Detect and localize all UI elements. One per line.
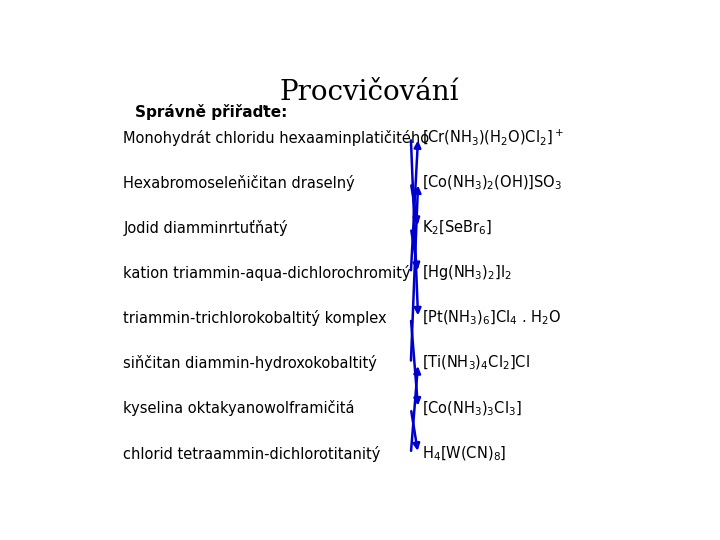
Text: [Pt(NH$_3$)$_6$]Cl$_4$ . H$_2$O: [Pt(NH$_3$)$_6$]Cl$_4$ . H$_2$O <box>422 309 562 327</box>
Text: H$_4$[W(CN)$_8$]: H$_4$[W(CN)$_8$] <box>422 444 506 463</box>
Text: [Co(NH$_3$)$_3$Cl$_3$]: [Co(NH$_3$)$_3$Cl$_3$] <box>422 399 522 417</box>
Text: triammin-trichlorokobaltitý komplex: triammin-trichlorokobaltitý komplex <box>124 310 387 326</box>
Text: [Co(NH$_3$)$_2$(OH)]SO$_3$: [Co(NH$_3$)$_2$(OH)]SO$_3$ <box>422 173 562 192</box>
Text: Správně přiřaďte:: Správně přiřaďte: <box>135 104 287 120</box>
Text: Jodid diamminrtuťňatý: Jodid diamminrtuťňatý <box>124 220 288 236</box>
Text: Procvičování: Procvičování <box>279 79 459 106</box>
Text: [Hg(NH$_3$)$_2$]I$_2$: [Hg(NH$_3$)$_2$]I$_2$ <box>422 264 512 282</box>
Text: K$_2$[SeBr$_6$]: K$_2$[SeBr$_6$] <box>422 219 492 237</box>
Text: Hexabromoseleňičitan draselný: Hexabromoseleňičitan draselný <box>124 175 355 191</box>
Text: kation triammin-aqua-dichlorochromitý: kation triammin-aqua-dichlorochromitý <box>124 265 411 281</box>
Text: chlorid tetraammin-dichlorotitanitý: chlorid tetraammin-dichlorotitanitý <box>124 446 381 462</box>
Text: kyselina oktakyanowolframičitá: kyselina oktakyanowolframičitá <box>124 401 355 416</box>
Text: [Ti(NH$_3$)$_4$Cl$_2$]Cl: [Ti(NH$_3$)$_4$Cl$_2$]Cl <box>422 354 530 373</box>
Text: siňčitan diammin-hydroxokobaltitý: siňčitan diammin-hydroxokobaltitý <box>124 355 377 372</box>
Text: Monohydrát chloridu hexaaminplatičitého: Monohydrát chloridu hexaaminplatičitého <box>124 130 430 146</box>
Text: [Cr(NH$_3$)(H$_2$O)Cl$_2$]$^+$: [Cr(NH$_3$)(H$_2$O)Cl$_2$]$^+$ <box>422 128 564 147</box>
